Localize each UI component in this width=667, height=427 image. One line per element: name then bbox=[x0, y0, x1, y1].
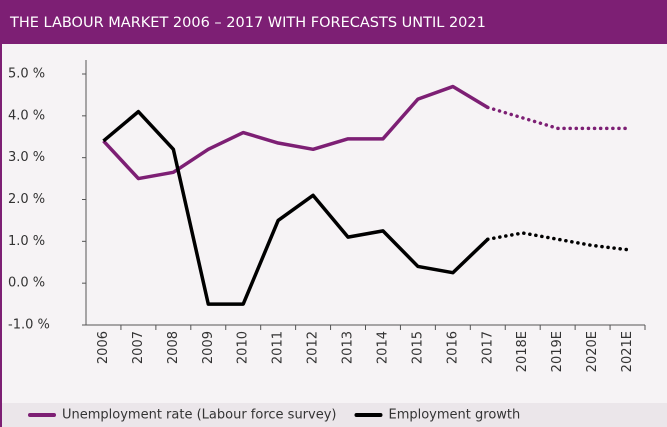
left-border bbox=[0, 44, 2, 427]
y-tick-label: 4.0 % bbox=[8, 108, 45, 123]
line-forecast bbox=[486, 105, 630, 131]
x-tick-label: 2017 bbox=[480, 331, 495, 364]
y-tick-label: -1.0 % bbox=[8, 318, 50, 333]
y-tick-label: 5.0 % bbox=[8, 67, 45, 82]
x-tick-label: 2014 bbox=[375, 331, 390, 364]
x-tick-label: 2015 bbox=[410, 331, 425, 364]
x-tick-label: 2007 bbox=[131, 331, 146, 364]
x-tick-label: 2009 bbox=[201, 331, 216, 364]
y-tick-label: 3.0 % bbox=[8, 150, 45, 165]
x-tick-label: 2016 bbox=[445, 331, 460, 364]
x-tick-label: 2010 bbox=[236, 331, 251, 364]
x-tick-label: 2018E bbox=[515, 331, 530, 372]
legend-band bbox=[2, 403, 667, 427]
x-tick-label: 2021E bbox=[620, 331, 635, 372]
y-tick-label: 1.0 % bbox=[8, 234, 45, 249]
y-tick-label: 2.0 % bbox=[8, 192, 45, 207]
x-tick-label: 2020E bbox=[585, 331, 600, 372]
line-series bbox=[102, 109, 489, 306]
line-forecast bbox=[486, 231, 630, 252]
line-series bbox=[102, 84, 489, 181]
chart-title: THE LABOUR MARKET 2006 – 2017 WITH FOREC… bbox=[9, 15, 486, 31]
x-tick-label: 2011 bbox=[271, 331, 286, 364]
x-tick-label: 2012 bbox=[306, 331, 321, 364]
x-tick-label: 2019E bbox=[550, 331, 565, 372]
legend-label: Employment growth bbox=[388, 408, 520, 423]
legend-label: Unemployment rate (Labour force survey) bbox=[62, 408, 336, 423]
x-tick-label: 2006 bbox=[96, 331, 111, 364]
x-tick-label: 2013 bbox=[341, 331, 356, 364]
y-tick-label: 0.0 % bbox=[8, 276, 45, 291]
title-bar bbox=[0, 0, 667, 44]
x-tick-label: 2008 bbox=[166, 331, 181, 364]
